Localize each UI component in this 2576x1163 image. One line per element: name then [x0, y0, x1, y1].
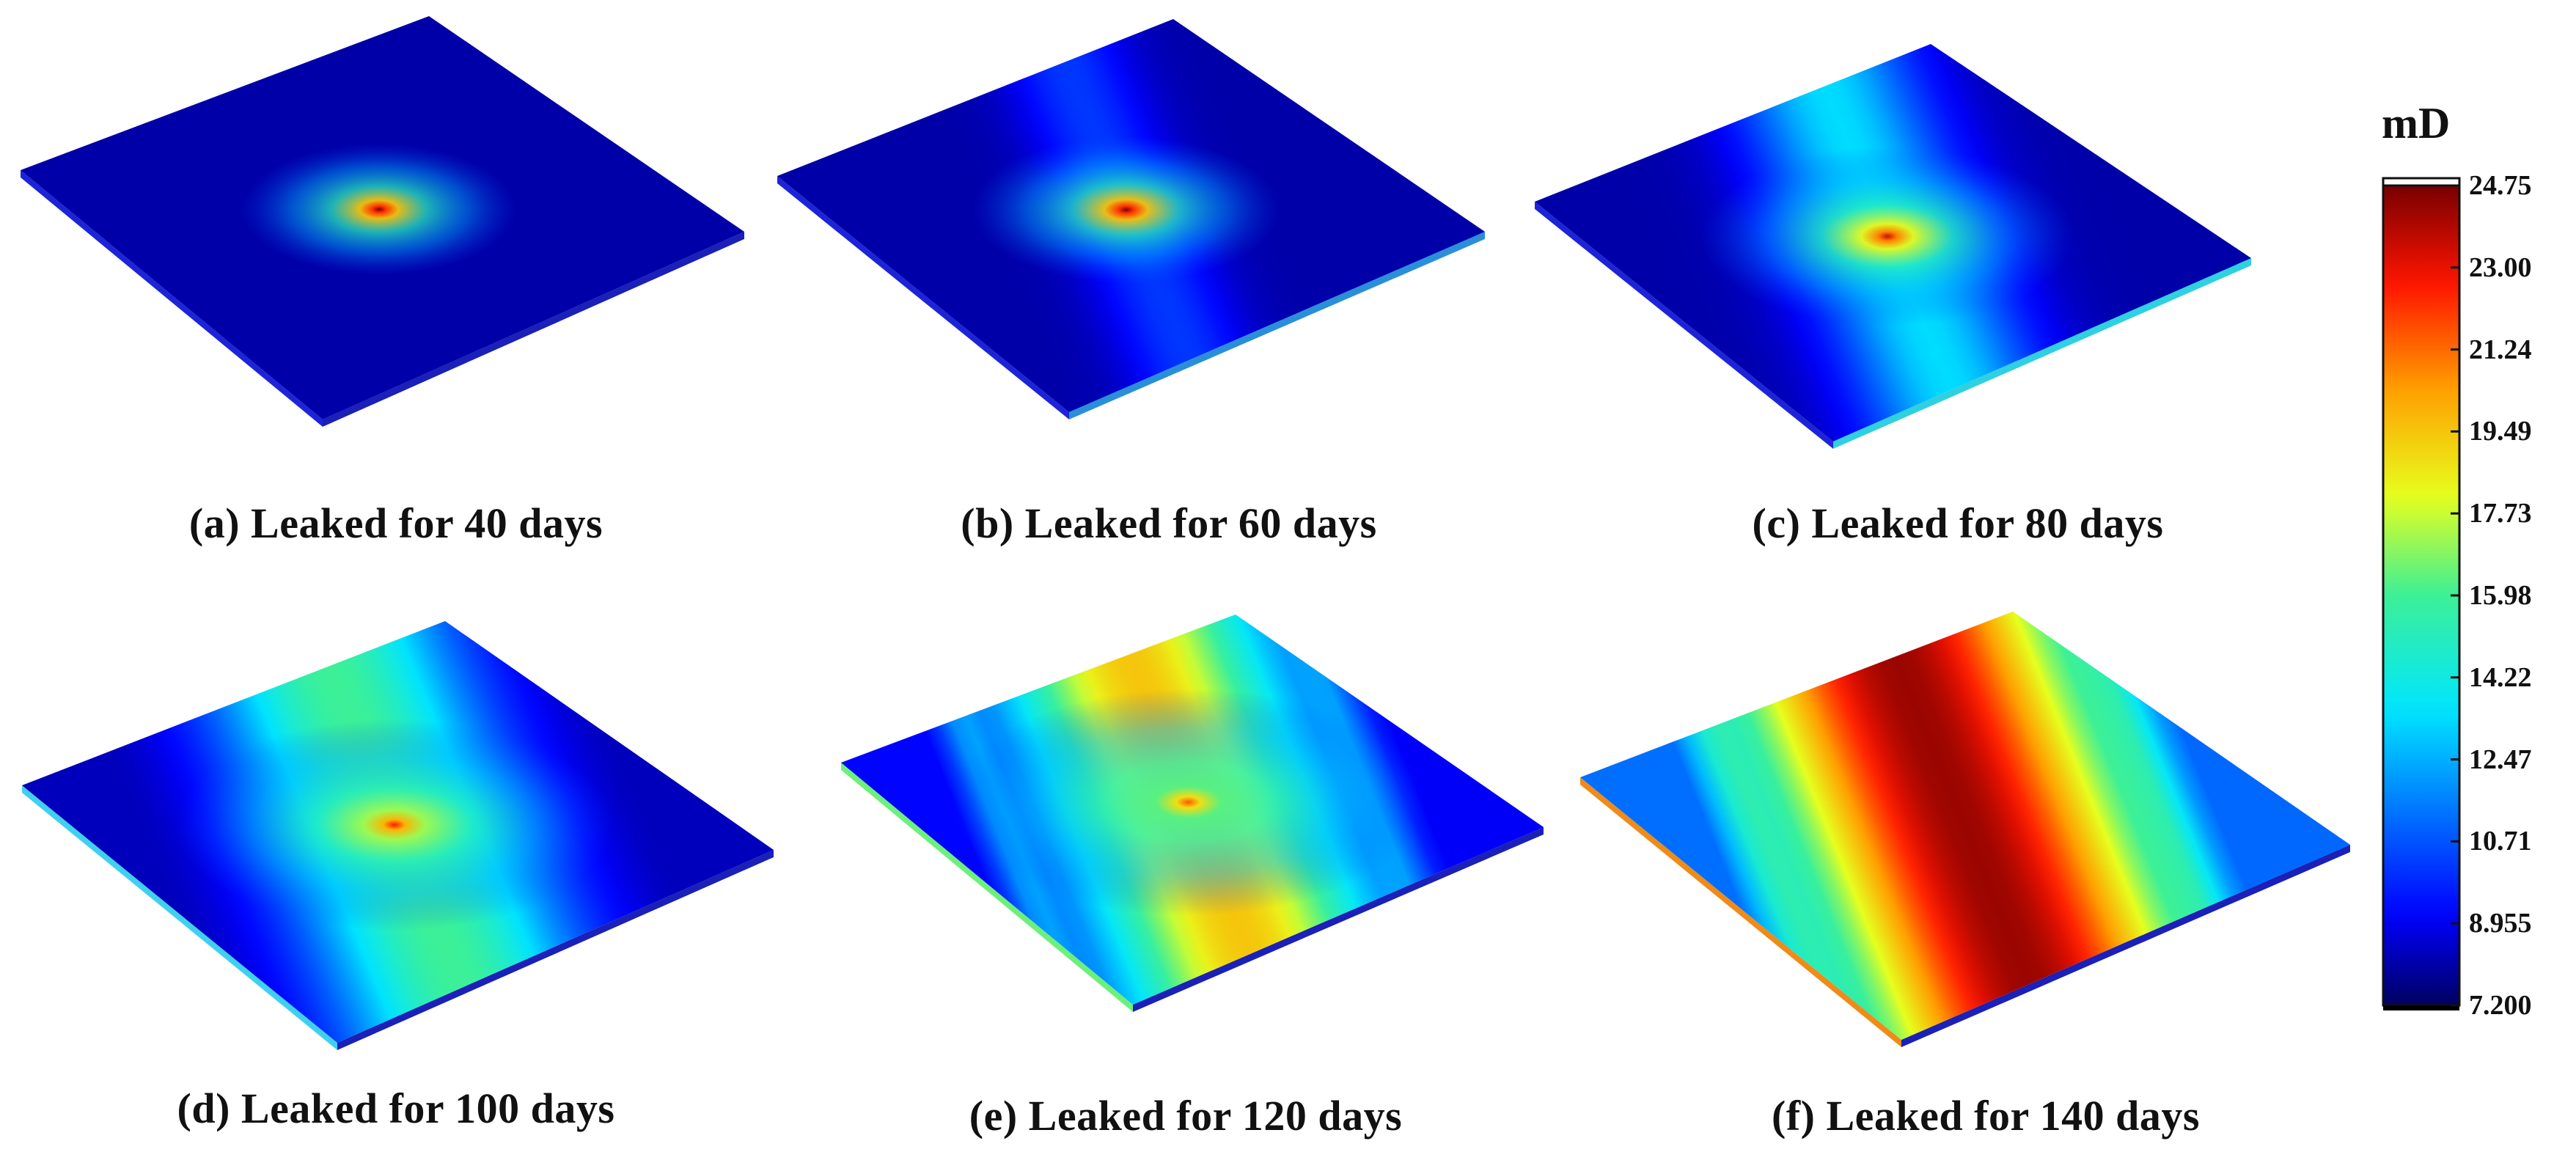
plate-c: [1535, 44, 2251, 449]
plate-d-edge-right: [337, 850, 774, 1050]
plate-c-edge-right: [1833, 258, 2251, 449]
colorbar-tick-label: 15.98: [2469, 580, 2532, 611]
plate-e: [841, 614, 1544, 1012]
plate-d-edge: [22, 785, 337, 1050]
caption-f: (f) Leaked for 140 days: [1772, 1092, 2200, 1140]
plate-e-edge-right: [1133, 827, 1544, 1012]
plate-c-edge: [1535, 202, 1833, 449]
colorbar-tick-label: 21.24: [2469, 334, 2532, 365]
plate-d: [22, 621, 774, 1050]
plate-b: [777, 19, 1485, 419]
colorbar: [2382, 177, 2461, 1010]
plate-hotspot: [21, 16, 744, 419]
colorbar-tick-label: 23.00: [2469, 252, 2532, 283]
plate-e-edge: [841, 763, 1133, 1012]
colorbar-tick-label: 12.47: [2469, 744, 2532, 775]
caption-d: (d) Leaked for 100 days: [177, 1085, 615, 1132]
colorbar-tick-label: 8.955: [2469, 908, 2532, 939]
plate-f: [1580, 612, 2350, 1047]
colorbar-tick-label: 14.22: [2469, 661, 2532, 693]
plate-hotspot: [1535, 44, 2251, 441]
caption-b: (b) Leaked for 60 days: [961, 499, 1377, 547]
plate-hotspot: [841, 614, 1544, 1005]
plate-a-edge: [21, 170, 323, 427]
caption-a: (a) Leaked for 40 days: [188, 499, 603, 547]
plate-a-edge-right: [323, 232, 744, 427]
plate-a: [21, 16, 744, 427]
colorbar-unit: mD: [2382, 99, 2451, 147]
plate-b-edge: [777, 176, 1069, 419]
colorbar-gradient: [2382, 184, 2461, 1007]
colorbar-bottom-cap: [2383, 1005, 2459, 1010]
caption-e: (e) Leaked for 120 days: [969, 1092, 1403, 1140]
colorbar-tick-label: 7.200: [2469, 990, 2532, 1021]
colorbar-tick-label: 10.71: [2469, 826, 2532, 857]
colorbar-tick-label: 19.49: [2469, 416, 2532, 447]
plate-f-edge: [1580, 777, 1901, 1047]
plate-hotspot: [777, 19, 1485, 412]
caption-c: (c) Leaked for 80 days: [1752, 499, 2164, 547]
plate-hotspot: [22, 621, 774, 1043]
colorbar-ticks: [2451, 184, 2459, 1007]
plate-f-surface: [1580, 612, 2350, 1040]
plate-f-edge-right: [1901, 845, 2350, 1047]
plate-b-edge-right: [1069, 232, 1485, 419]
colorbar-tick-label: 17.73: [2469, 498, 2532, 529]
colorbar-tick-label: 24.75: [2469, 170, 2532, 201]
